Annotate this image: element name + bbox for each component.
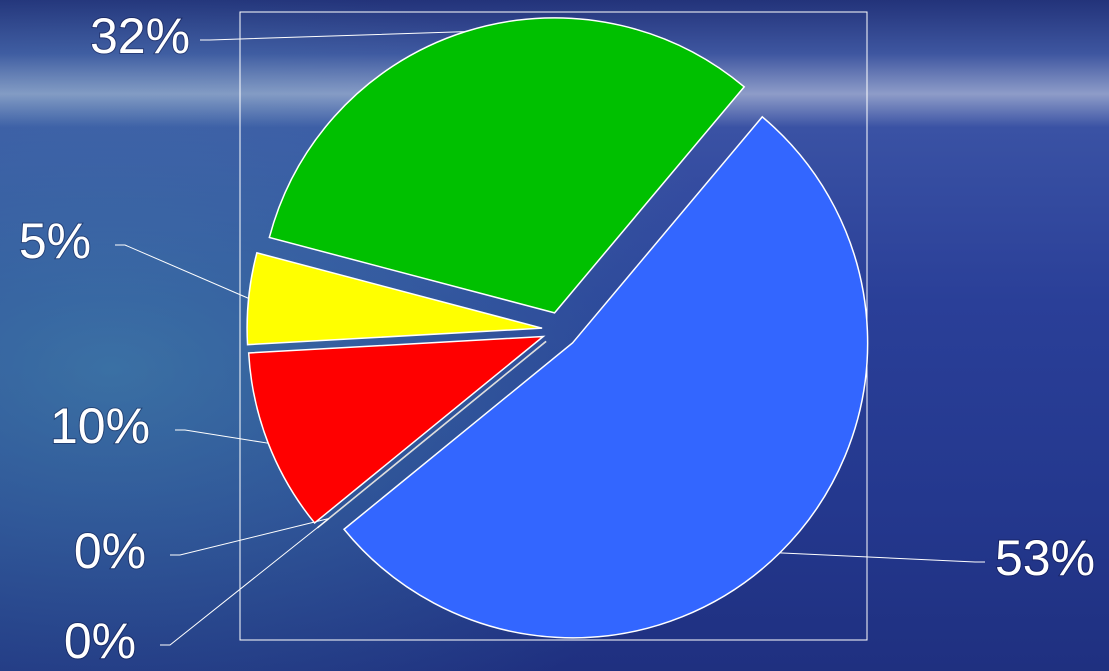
chart: 53% 0% 0% 10% 5% 32% xyxy=(0,0,1109,671)
data-label: 53% xyxy=(995,530,1095,586)
data-label: 0% xyxy=(64,613,136,669)
data-label: 32% xyxy=(90,8,190,64)
data-label: 0% xyxy=(74,523,146,579)
data-label: 10% xyxy=(50,398,150,454)
data-label: 5% xyxy=(19,213,91,269)
